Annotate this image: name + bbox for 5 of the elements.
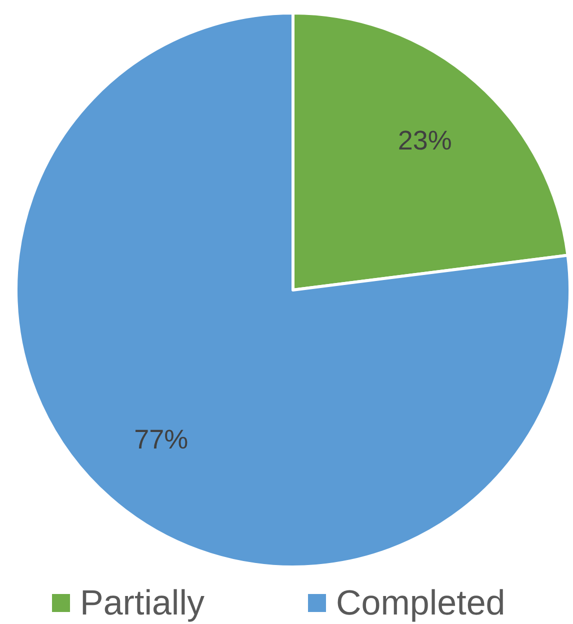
- data-label: 23%: [398, 125, 452, 156]
- pie-slice: [14, 12, 572, 568]
- legend-label: Partially: [80, 584, 205, 622]
- slice-label: Completed: [336, 584, 506, 622]
- data-label: 77%: [134, 424, 188, 455]
